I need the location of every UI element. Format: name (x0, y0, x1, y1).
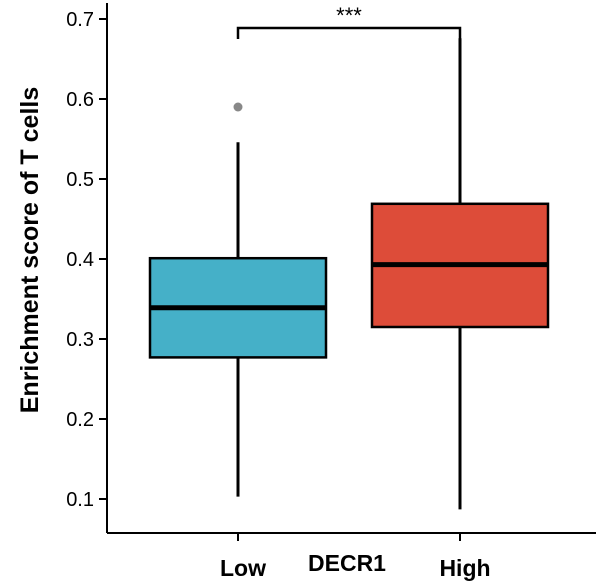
y-tick-label: 0.4 (66, 249, 94, 271)
significance-annotation: *** (236, 3, 462, 39)
x-axis-category-labels: Low High (220, 533, 491, 581)
y-tick-label: 0.1 (66, 489, 94, 511)
x-category-label: High (439, 555, 490, 581)
y-tick-label: 0.5 (66, 169, 94, 191)
x-category-label: Low (220, 555, 266, 581)
boxes (148, 38, 550, 510)
y-tick-label: 0.2 (66, 409, 94, 431)
significance-bracket (236, 26, 462, 39)
y-tick-label: 0.3 (66, 329, 94, 351)
x-axis-title: DECR1 (308, 550, 386, 576)
y-tick-label: 0.6 (66, 89, 94, 111)
significance-label: *** (336, 3, 362, 28)
y-axis-ticks: 0.1 0.2 0.3 0.4 0.5 0.6 0.7 (66, 9, 107, 511)
y-tick-label: 0.7 (66, 9, 94, 31)
y-axis-title: Enrichment score of T cells (16, 87, 44, 414)
outlier-point (233, 102, 243, 112)
